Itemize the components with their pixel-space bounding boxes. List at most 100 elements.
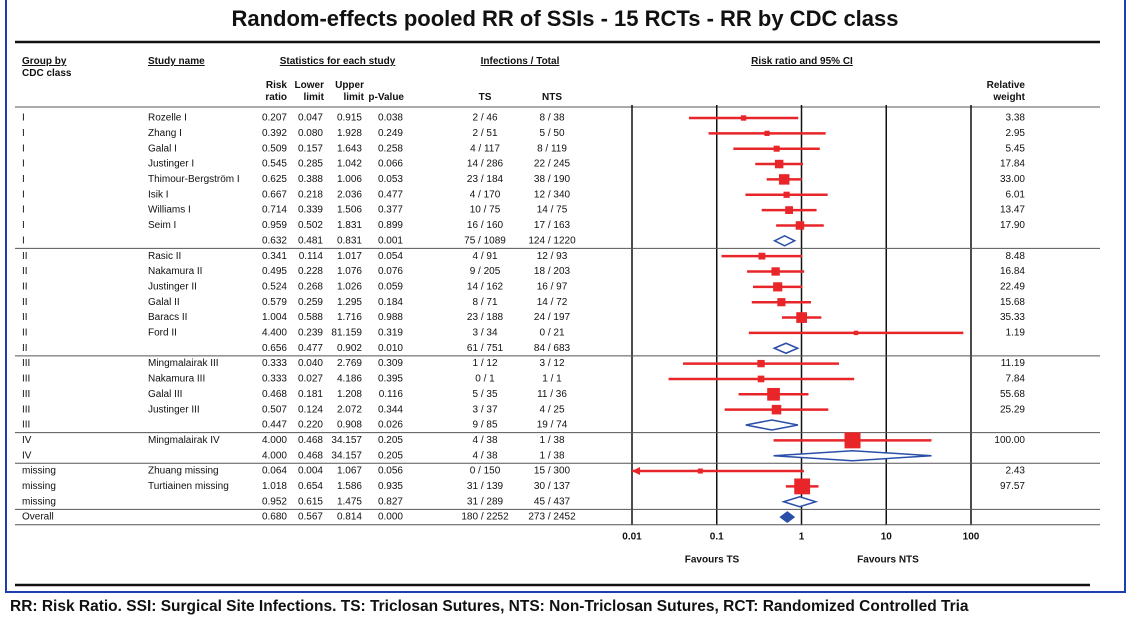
- stat-value: 0.054: [378, 251, 403, 262]
- stat-value: 0.988: [378, 312, 403, 323]
- point-estimate: [757, 375, 765, 383]
- ts-count: 23 / 184: [467, 174, 504, 185]
- weight-value: 16.84: [1000, 266, 1025, 277]
- point-estimate: [777, 298, 786, 307]
- nts-count: 17 / 163: [534, 220, 571, 231]
- stat-value: 0.181: [298, 389, 323, 400]
- stat-value: 0.477: [378, 189, 403, 200]
- weight-value: 17.90: [1000, 220, 1025, 231]
- group-label: missing: [22, 496, 56, 507]
- group-label: III: [22, 420, 30, 431]
- stat-value: 0.157: [298, 143, 323, 154]
- stat-value: 0.239: [298, 328, 323, 339]
- stat-value: 0.285: [298, 159, 323, 170]
- ts-count: 31 / 289: [467, 496, 504, 507]
- stat-value: 0.935: [378, 481, 403, 492]
- stat-value: 0.207: [262, 113, 287, 124]
- study-name: Zhuang missing: [148, 466, 219, 477]
- group-label: II: [22, 266, 28, 277]
- study-name: Nakamura III: [148, 374, 205, 385]
- summary-diamond: [772, 234, 797, 247]
- stat-value: 0.468: [262, 389, 287, 400]
- weight-value: 97.57: [1000, 481, 1025, 492]
- ts-count: 75 / 1089: [464, 235, 506, 246]
- study-name: Galal III: [148, 389, 182, 400]
- stat-value: 81.159: [331, 328, 362, 339]
- nts-count: 124 / 1220: [528, 235, 576, 246]
- point-estimate: [773, 145, 780, 152]
- stat-value: 0.047: [298, 113, 323, 124]
- stat-value: 1.716: [337, 312, 362, 323]
- group-label: III: [22, 374, 30, 385]
- group-label: I: [22, 113, 25, 124]
- ts-count: 180 / 2252: [461, 512, 509, 523]
- point-estimate: [794, 478, 811, 495]
- ts-count: 4 / 38: [472, 435, 497, 446]
- nts-count: 5 / 50: [539, 128, 564, 139]
- group-label: III: [22, 404, 30, 415]
- ts-count: 23 / 188: [467, 312, 504, 323]
- stat-value: 0.341: [262, 251, 287, 262]
- stat-value: 0.228: [298, 266, 323, 277]
- stat-value: 2.036: [337, 189, 362, 200]
- weight-value: 33.00: [1000, 174, 1025, 185]
- stat-value: 0.076: [378, 266, 403, 277]
- ts-count: 0 / 150: [470, 466, 501, 477]
- group-label: I: [22, 174, 25, 185]
- stat-value: 0.667: [262, 189, 287, 200]
- stat-value: 0.959: [262, 220, 287, 231]
- stat-value: 0.952: [262, 496, 287, 507]
- ts-count: 5 / 35: [472, 389, 497, 400]
- stat-value: 0.545: [262, 159, 287, 170]
- point-estimate: [778, 174, 790, 185]
- stat-value: 0.447: [262, 420, 287, 431]
- stat-value: 0.814: [337, 512, 362, 523]
- ts-header: TS: [478, 92, 492, 103]
- x-tick-label: 0.01: [622, 532, 642, 543]
- group-label: I: [22, 220, 25, 231]
- nts-count: 1 / 38: [539, 435, 564, 446]
- stat-value: 0.259: [298, 297, 323, 308]
- study-name: Galal I: [148, 143, 177, 154]
- stat-value: 0.831: [337, 235, 362, 246]
- footnote: RR: Risk Ratio. SSI: Surgical Site Infec…: [10, 598, 969, 615]
- weight-value: 5.45: [1006, 143, 1026, 154]
- group-label: missing: [22, 481, 56, 492]
- summary-diamond: [779, 511, 796, 524]
- group-label: Overall: [22, 512, 54, 523]
- point-estimate: [844, 432, 861, 449]
- point-estimate: [767, 387, 780, 401]
- stat-value: 0.502: [298, 220, 323, 231]
- stat-value: 0.481: [298, 235, 323, 246]
- x-tick-label: 10: [881, 532, 893, 543]
- point-estimate: [697, 468, 703, 474]
- stat-value: 0.220: [298, 420, 323, 431]
- group-label: II: [22, 297, 28, 308]
- stat-value: 0.915: [337, 113, 362, 124]
- stat-value: 0.827: [378, 496, 403, 507]
- point-estimate: [796, 312, 808, 323]
- nts-count: 19 / 74: [537, 420, 568, 431]
- stat-value: 0.258: [378, 143, 403, 154]
- stat-value: 1.026: [337, 281, 362, 292]
- summary-diamond: [745, 419, 799, 431]
- study-name: Mingmalairak III: [148, 358, 219, 369]
- nts-count: 45 / 437: [534, 496, 571, 507]
- stat-value: 0.064: [262, 466, 287, 477]
- stat-value: 0.026: [378, 420, 403, 431]
- stat-value: 1.067: [337, 466, 362, 477]
- stat-value: 34.157: [331, 435, 362, 446]
- stat-value: 0.000: [378, 512, 403, 523]
- weight-header: Relative weight: [986, 80, 1025, 103]
- study-name: Baracs II: [148, 312, 187, 323]
- stat-value: 0.902: [337, 343, 362, 354]
- ts-count: 8 / 71: [472, 297, 497, 308]
- nts-count: 12 / 340: [534, 189, 571, 200]
- stat-value: 0.477: [298, 343, 323, 354]
- nts-count: 3 / 12: [539, 358, 564, 369]
- group-label: IV: [22, 435, 32, 446]
- stat-value: 0.333: [262, 358, 287, 369]
- group-label: III: [22, 358, 30, 369]
- stat-value: 1.506: [337, 205, 362, 216]
